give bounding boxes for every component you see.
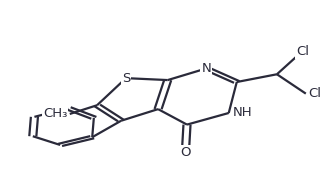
- Text: O: O: [180, 146, 191, 159]
- Text: N: N: [202, 62, 211, 75]
- Text: Cl: Cl: [296, 44, 309, 58]
- Text: CH₃: CH₃: [43, 107, 67, 121]
- Text: S: S: [122, 72, 130, 85]
- Text: NH: NH: [233, 106, 252, 120]
- Text: Cl: Cl: [308, 87, 321, 100]
